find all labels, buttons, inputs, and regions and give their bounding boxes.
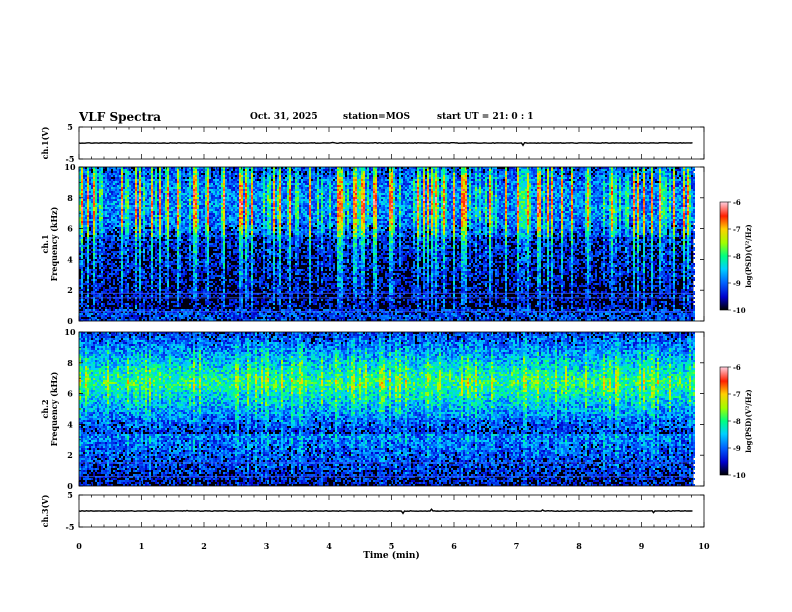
ch1-spectrogram-ytick-label: 0 [67,316,73,326]
xtick-label: 2 [201,541,207,551]
ch2-spectrogram-colorbar-tick-label: -6 [733,363,741,372]
xtick-label: 1 [139,541,145,551]
ch1-spectrogram-ylabel: Frequency (kHz) [49,206,59,281]
ch2-spectrogram-ytick-label: 10 [64,327,76,337]
xtick-label: 4 [326,541,332,551]
ch1-spectrogram-colorbar-label: log(PSD)(V²/Hz) [744,224,753,288]
ch1-spectrogram-colorbar-tick-label: -7 [733,225,741,234]
ch1-waveform-ylabel: ch.1(V) [40,126,50,159]
ch3-waveform-ytick-label: -5 [66,522,75,532]
xtick-label: 3 [264,541,270,551]
ch1-spectrogram-colorbar [720,202,728,310]
ch1-spectrogram-ytick-label: 10 [64,162,76,172]
ch1-waveform-trace [79,143,693,146]
xaxis-label: Time (min) [363,550,420,561]
ch3-waveform-panel: 5 -5 ch.3(V) [40,490,704,532]
xtick-label: 10 [698,541,710,551]
ch1-waveform-ytick-label: 5 [67,122,73,132]
ch2-spectrogram-colorbar-tick-label: -8 [733,417,741,426]
ch1-spectrogram-ytick-label: 4 [67,254,73,264]
ch1-spectrogram-colorbar-tick-label: -8 [733,252,741,261]
ch1-spectrogram-ytick-label: 6 [67,224,73,234]
ch3-waveform-ylabel: ch.3(V) [40,494,50,527]
ch1-spectrogram-colorbar-tick-label: -9 [733,279,741,288]
ch1-waveform-panel: 5-5ch.1(V) [40,122,704,164]
ch2-spectrogram-ytick-label: 2 [67,450,73,460]
ch1-spectrogram-colorbar-tick-label: -6 [733,198,741,207]
ch2-spectrogram-ylabel: Frequency (kHz) [49,371,59,446]
ch2-spectrogram-ytick-label: 8 [67,358,73,368]
xtick-label: 9 [639,541,645,551]
xtick-label: 5 [389,541,395,551]
xtick-label: 0 [76,541,82,551]
ch3-waveform-ytick-label: 5 [67,490,73,500]
ch1-spectrogram-colorbar-tick-label: -10 [733,306,746,315]
ch2-spectrogram-colorbar-tick-label: -7 [733,390,741,399]
ch2-spectrogram-ytick-label: 6 [67,389,73,399]
ch1-spectrogram-ytick-label: 8 [67,193,73,203]
ch2-spectrogram-colorbar [720,367,728,475]
xtick-label: 8 [576,541,582,551]
ch2-spectrogram-colorbar-tick-label: -10 [733,471,746,480]
ch2-spectrogram-ytick-label: 4 [67,419,73,429]
ch1-spectrogram-ytick-label: 2 [67,285,73,295]
xtick-label: 7 [514,541,520,551]
ch3-waveform-trace [79,509,693,513]
xtick-label: 6 [451,541,457,551]
ch2-spectrogram-colorbar-tick-label: -9 [733,444,741,453]
ch2-spectrogram-colorbar-label: log(PSD)(V²/Hz) [744,389,753,453]
